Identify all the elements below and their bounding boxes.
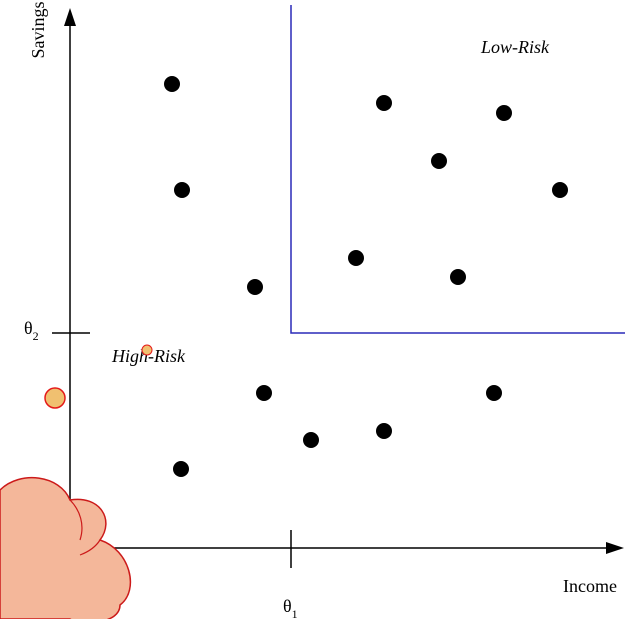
theta-symbol: θ bbox=[283, 596, 292, 616]
small-marker bbox=[142, 345, 152, 355]
theta1: θ1 bbox=[283, 596, 298, 619]
low-risk-label: Low-Risk bbox=[480, 37, 550, 57]
theta2: θ2 bbox=[24, 318, 39, 343]
cloud-shape bbox=[0, 478, 130, 619]
x-label: Income bbox=[563, 576, 617, 596]
positive-points bbox=[348, 95, 568, 285]
y-arrow bbox=[64, 8, 76, 26]
x-arrow bbox=[606, 542, 624, 554]
diagram: Savings Income θ1 θ2 Low-Risk High-Risk bbox=[0, 0, 631, 619]
theta-symbol: θ bbox=[24, 318, 33, 338]
theta-subscript: 2 bbox=[33, 329, 39, 343]
marker bbox=[45, 388, 65, 408]
theta-subscript: 1 bbox=[292, 607, 298, 619]
y-label: Savings bbox=[28, 1, 48, 58]
